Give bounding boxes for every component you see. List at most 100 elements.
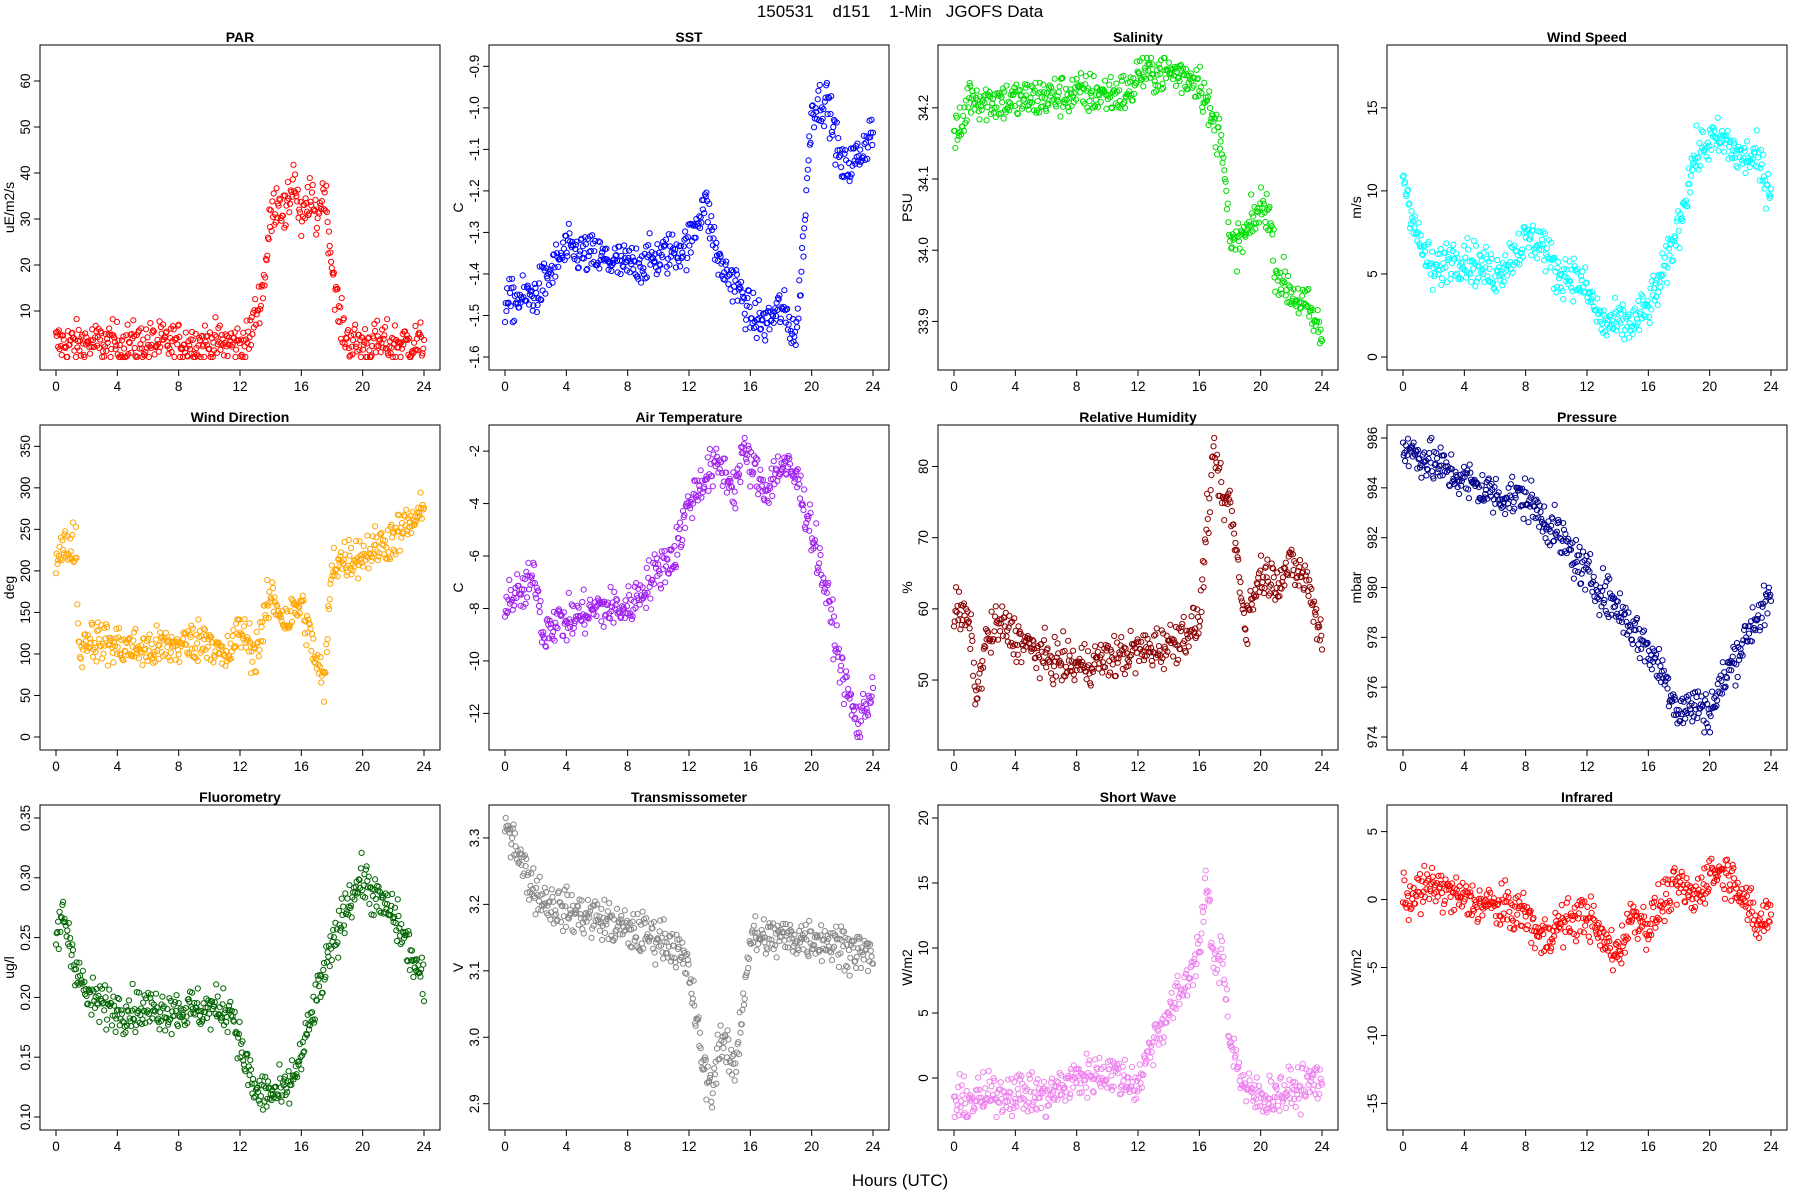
data-point [1658, 272, 1665, 280]
data-point [1674, 215, 1681, 222]
data-point [112, 1028, 119, 1036]
data-point [1616, 306, 1624, 313]
x-tick-label: 12 [1579, 379, 1594, 394]
data-point [125, 351, 132, 358]
data-point [715, 271, 722, 278]
data-point [1470, 265, 1477, 272]
x-tick-label: 8 [624, 379, 632, 394]
panel-title: Wind Speed [1547, 29, 1627, 45]
data-point [583, 266, 590, 274]
data-point [969, 88, 976, 95]
data-point [622, 248, 629, 255]
data-point [832, 161, 839, 168]
plot-frame [488, 804, 890, 1131]
y-tick-label: 3.2 [467, 895, 482, 914]
data-point [1490, 509, 1497, 516]
data-point [643, 604, 650, 612]
data-point [978, 106, 985, 114]
data-point [828, 606, 835, 613]
data-point [1472, 242, 1480, 249]
data-point [1073, 75, 1080, 82]
data-point [1256, 204, 1263, 212]
data-point [799, 244, 806, 252]
data-point [1648, 666, 1656, 673]
data-point [596, 265, 603, 272]
data-point [1051, 75, 1058, 82]
data-point [1296, 557, 1304, 564]
y-tick-label: 200 [18, 560, 33, 583]
data-point [194, 353, 201, 360]
data-point [504, 285, 511, 292]
data-point [1543, 245, 1551, 252]
x-tick-label: 8 [1522, 759, 1530, 774]
data-point [828, 619, 836, 626]
data-point [120, 657, 127, 664]
data-point [1435, 271, 1442, 278]
data-point [804, 175, 811, 182]
data-point [192, 330, 199, 337]
data-point [1206, 105, 1214, 112]
data-point [1091, 661, 1098, 668]
panel-title: Transmissometer [631, 789, 747, 805]
data-point [643, 564, 650, 572]
data-point [247, 1057, 254, 1064]
data-point [1465, 269, 1473, 276]
data-point [1665, 245, 1673, 252]
data-point [279, 212, 286, 219]
data-point [1201, 79, 1208, 86]
data-point [57, 332, 64, 339]
data-point [662, 579, 669, 586]
data-point [152, 990, 160, 997]
data-point [680, 243, 687, 250]
data-point [75, 326, 82, 333]
data-point [1760, 151, 1767, 158]
data-point [60, 546, 67, 554]
data-point [1190, 82, 1197, 89]
data-point [1255, 219, 1263, 226]
y-tick-label: 60 [916, 601, 931, 616]
data-point [176, 333, 183, 340]
data-point [1728, 155, 1736, 162]
data-point [1257, 552, 1265, 559]
data-point [1204, 515, 1211, 523]
data-point [1502, 252, 1509, 259]
data-point [87, 639, 94, 646]
data-point [1092, 643, 1099, 650]
data-point [1516, 261, 1523, 268]
data-point [380, 335, 387, 342]
data-point [1086, 97, 1093, 105]
data-point [1753, 127, 1760, 134]
data-point [1450, 241, 1457, 248]
data-point [207, 1026, 214, 1033]
data-point [1167, 621, 1174, 628]
data-point [72, 523, 80, 531]
data-point [657, 585, 665, 592]
data-point [116, 625, 123, 632]
data-point [174, 341, 181, 348]
data-point [1221, 517, 1228, 524]
data-point [1066, 652, 1073, 659]
data-point [1040, 81, 1047, 88]
data-point [820, 106, 827, 113]
data-point [741, 434, 748, 442]
data-point [801, 216, 809, 223]
data-point [276, 1061, 283, 1068]
data-point [1409, 214, 1416, 221]
data-point [514, 300, 521, 307]
data-point [264, 1078, 272, 1085]
data-point [212, 314, 219, 321]
data-point [757, 325, 765, 332]
data-point [804, 166, 811, 173]
data-point [381, 324, 389, 331]
data-point [144, 334, 151, 341]
data-point [1043, 664, 1050, 671]
data-point [1282, 268, 1289, 275]
data-point [653, 271, 660, 278]
data-point [758, 317, 765, 324]
data-point [1212, 144, 1219, 151]
data-point [1204, 97, 1211, 104]
data-point [369, 892, 376, 900]
data-point [1154, 71, 1161, 79]
